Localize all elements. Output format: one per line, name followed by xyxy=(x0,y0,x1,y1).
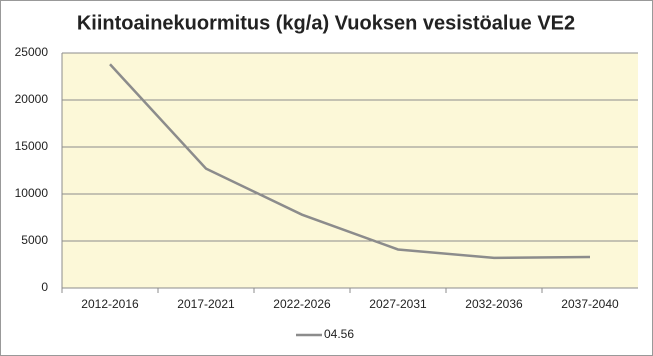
y-tick-label: 10000 xyxy=(15,186,49,200)
x-tick-label: 2037-2040 xyxy=(561,297,619,311)
y-tick-label: 0 xyxy=(41,280,48,294)
x-tick-label: 2032-2036 xyxy=(465,297,523,311)
x-tick-label: 2022-2026 xyxy=(273,297,331,311)
y-tick-label: 15000 xyxy=(15,139,49,153)
y-tick-label: 5000 xyxy=(21,233,48,247)
data-line xyxy=(109,63,591,260)
x-tick-label: 2017-2021 xyxy=(177,297,235,311)
x-tick-label: 2027-2031 xyxy=(369,297,427,311)
chart-title: Kiintoainekuormitus (kg/a) Vuoksen vesis… xyxy=(77,12,575,34)
legend-label: 04.56 xyxy=(324,327,354,341)
plot-area xyxy=(62,53,638,288)
y-tick-label: 20000 xyxy=(15,92,49,106)
y-tick-label: 25000 xyxy=(15,45,49,59)
x-tick-label: 2012-2016 xyxy=(81,297,139,311)
